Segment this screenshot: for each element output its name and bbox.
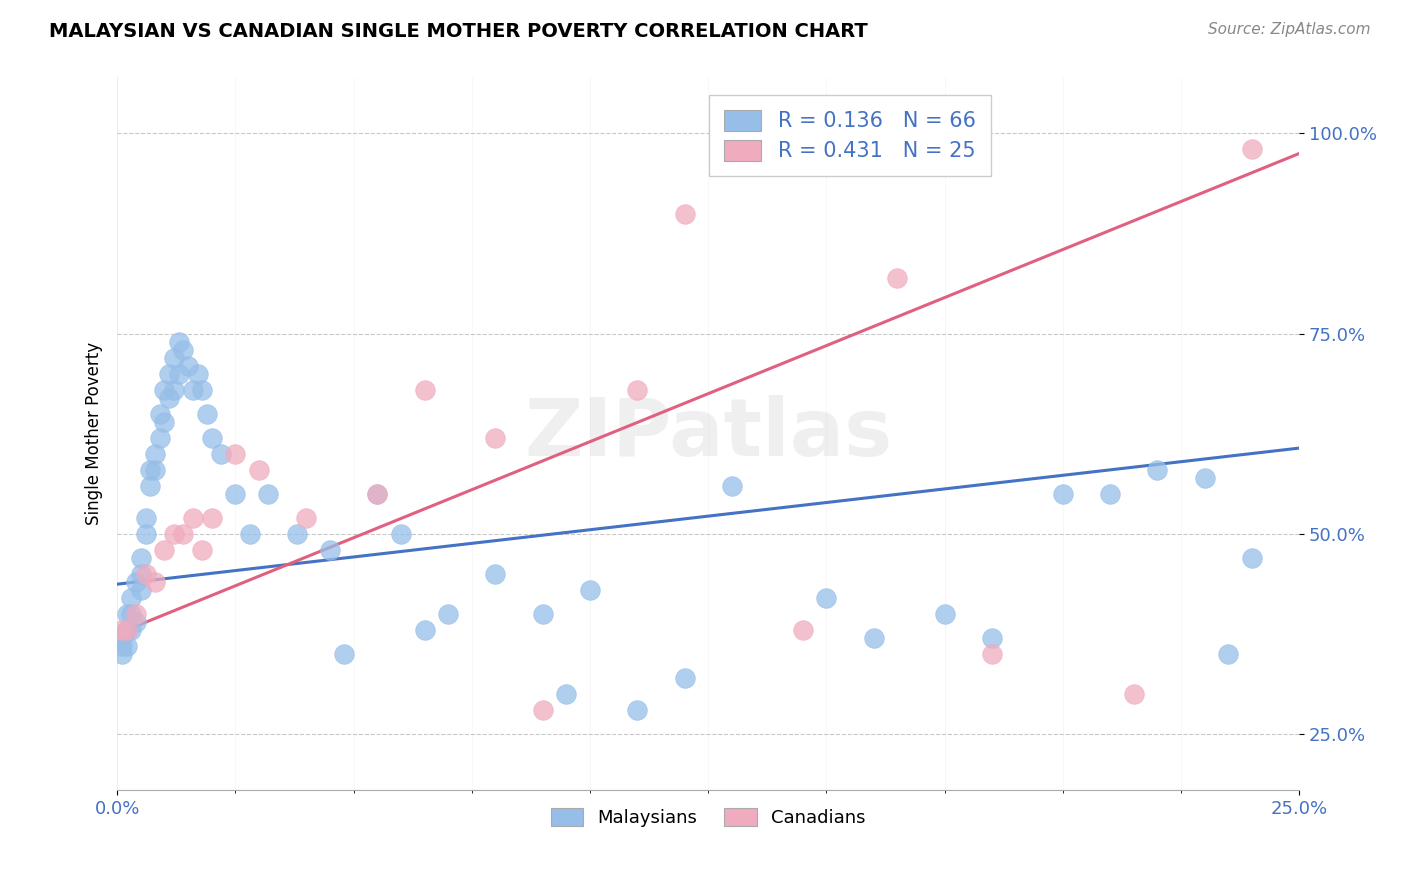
Point xyxy=(153,415,176,429)
Point xyxy=(129,566,152,581)
Point xyxy=(626,383,648,397)
Point xyxy=(484,566,506,581)
Point xyxy=(413,623,436,637)
Point xyxy=(224,447,246,461)
Point xyxy=(209,447,232,461)
Text: MALAYSIAN VS CANADIAN SINGLE MOTHER POVERTY CORRELATION CHART: MALAYSIAN VS CANADIAN SINGLE MOTHER POVE… xyxy=(49,22,868,41)
Point xyxy=(163,351,186,365)
Point xyxy=(673,206,696,220)
Point xyxy=(1240,550,1263,565)
Point xyxy=(111,639,134,653)
Point xyxy=(125,574,148,589)
Point xyxy=(1194,471,1216,485)
Y-axis label: Single Mother Poverty: Single Mother Poverty xyxy=(86,343,103,525)
Point xyxy=(181,510,204,524)
Point xyxy=(125,615,148,629)
Point xyxy=(319,542,342,557)
Point xyxy=(195,407,218,421)
Legend: Malaysians, Canadians: Malaysians, Canadians xyxy=(543,800,873,834)
Point xyxy=(149,431,172,445)
Point xyxy=(111,631,134,645)
Point xyxy=(120,623,142,637)
Point xyxy=(980,631,1002,645)
Point xyxy=(934,607,956,621)
Point xyxy=(862,631,884,645)
Point xyxy=(792,623,814,637)
Point xyxy=(191,542,214,557)
Point xyxy=(1218,647,1240,661)
Point xyxy=(201,431,224,445)
Point xyxy=(333,647,356,661)
Point xyxy=(172,526,194,541)
Point xyxy=(187,367,209,381)
Point xyxy=(1122,687,1144,701)
Point xyxy=(149,407,172,421)
Point xyxy=(135,566,157,581)
Point xyxy=(129,550,152,565)
Point xyxy=(1146,463,1168,477)
Point xyxy=(163,383,186,397)
Point xyxy=(1052,486,1074,500)
Point xyxy=(163,526,186,541)
Point xyxy=(721,479,744,493)
Point xyxy=(115,623,138,637)
Point xyxy=(167,367,190,381)
Point xyxy=(815,591,838,605)
Point xyxy=(115,639,138,653)
Point xyxy=(239,526,262,541)
Point xyxy=(135,526,157,541)
Point xyxy=(886,270,908,285)
Point xyxy=(366,486,388,500)
Text: Source: ZipAtlas.com: Source: ZipAtlas.com xyxy=(1208,22,1371,37)
Point xyxy=(389,526,412,541)
Point xyxy=(120,591,142,605)
Point xyxy=(285,526,308,541)
Point xyxy=(143,574,166,589)
Point xyxy=(172,343,194,357)
Point xyxy=(980,647,1002,661)
Point xyxy=(157,367,180,381)
Point xyxy=(555,687,578,701)
Text: ZIPatlas: ZIPatlas xyxy=(524,394,893,473)
Point xyxy=(115,623,138,637)
Point xyxy=(111,647,134,661)
Point xyxy=(135,510,157,524)
Point xyxy=(531,703,554,717)
Point xyxy=(167,334,190,349)
Point xyxy=(531,607,554,621)
Point xyxy=(366,486,388,500)
Point xyxy=(191,383,214,397)
Point xyxy=(1240,143,1263,157)
Point xyxy=(115,623,138,637)
Point xyxy=(139,479,162,493)
Point xyxy=(157,391,180,405)
Point xyxy=(115,607,138,621)
Point xyxy=(1099,486,1122,500)
Point xyxy=(111,623,134,637)
Point xyxy=(181,383,204,397)
Point xyxy=(143,463,166,477)
Point xyxy=(673,671,696,685)
Point xyxy=(153,383,176,397)
Point xyxy=(413,383,436,397)
Point xyxy=(129,582,152,597)
Point xyxy=(484,431,506,445)
Point xyxy=(139,463,162,477)
Point xyxy=(579,582,602,597)
Point xyxy=(437,607,460,621)
Point xyxy=(295,510,318,524)
Point xyxy=(224,486,246,500)
Point xyxy=(201,510,224,524)
Point xyxy=(626,703,648,717)
Point xyxy=(125,607,148,621)
Point xyxy=(177,359,200,373)
Point xyxy=(257,486,280,500)
Point xyxy=(247,463,270,477)
Point xyxy=(153,542,176,557)
Point xyxy=(143,447,166,461)
Point xyxy=(120,607,142,621)
